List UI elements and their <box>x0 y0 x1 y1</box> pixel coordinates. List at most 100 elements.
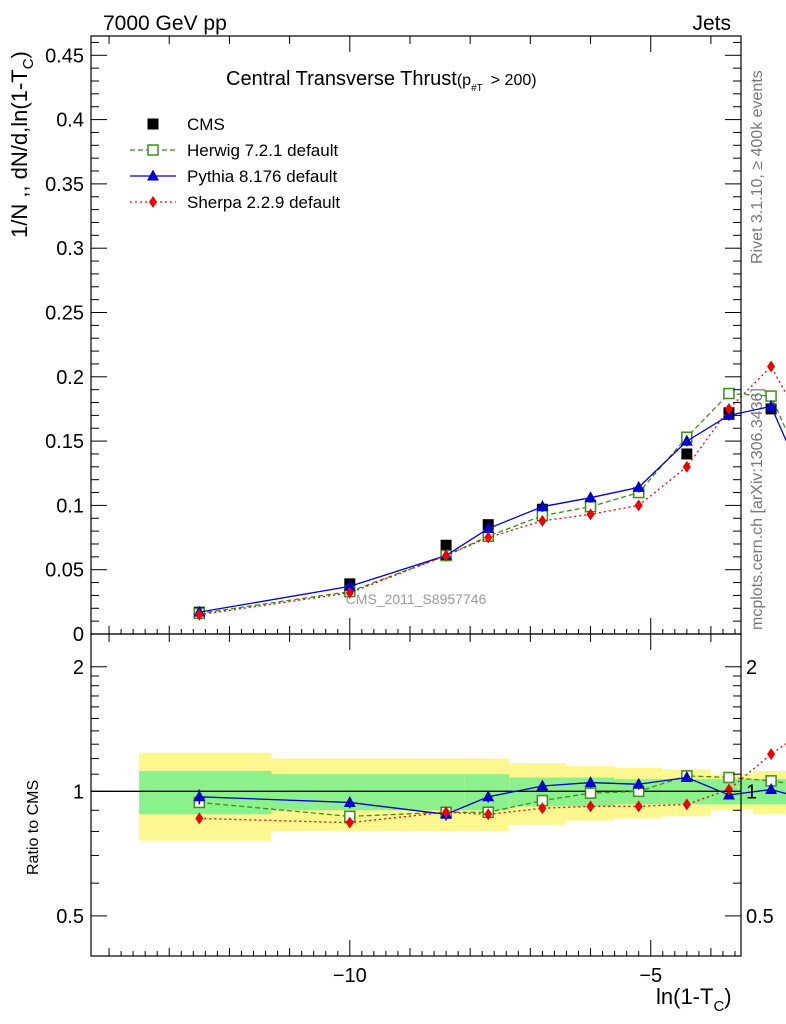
legend-marker <box>147 144 159 156</box>
y-tick-label: 0.2 <box>56 367 84 389</box>
data-point <box>343 579 356 591</box>
ratio-line <box>199 776 786 815</box>
ratio-line <box>199 775 786 818</box>
data-point <box>442 549 451 562</box>
ratio-point <box>632 777 645 789</box>
x-tick-label: −5 <box>639 965 662 987</box>
data-point <box>723 387 735 400</box>
legend-entry-2: Pythia 8.176 default <box>130 167 338 186</box>
data-point <box>536 500 549 512</box>
ratio-tick-label-right: 1 <box>746 781 757 803</box>
ratio-point <box>723 771 735 784</box>
y-tick-label: 0.45 <box>45 45 84 67</box>
y-axis-label: 1/N ,, dN/d,ln(1-TC) <box>7 51 37 238</box>
legend-marker <box>149 196 157 208</box>
ratio-point <box>634 800 643 813</box>
y-tick-label: 0.35 <box>45 174 84 196</box>
header-right: Jets <box>692 12 731 35</box>
y-tick-label: 0.15 <box>45 431 84 453</box>
series-line <box>199 405 786 613</box>
legend-label: Pythia 8.176 default <box>187 167 338 186</box>
legend-label: CMS <box>187 115 225 134</box>
cms-band-inner <box>422 774 465 811</box>
data-point <box>538 514 547 527</box>
y-tick-label: 0.05 <box>45 560 84 582</box>
data-point <box>345 586 354 599</box>
y-tick-label: 0.1 <box>56 495 84 517</box>
ratio-tick-label-right: 2 <box>746 657 757 679</box>
ratio-frame <box>90 633 742 957</box>
legend-marker <box>147 169 159 181</box>
ratio-point <box>484 808 493 821</box>
data-point <box>765 399 778 411</box>
ratio-point <box>584 787 597 799</box>
header-left: 7000 GeV pp <box>103 12 227 35</box>
legend-label: Sherpa 2.2.9 default <box>187 193 340 212</box>
ratio-y-axis-label: Ratio to CMS <box>25 780 42 875</box>
data-point <box>482 522 495 534</box>
series-1 <box>193 387 786 620</box>
ratio-point <box>584 776 597 788</box>
chart-title: Central Transverse Thrust(p#T > 200) <box>226 68 537 94</box>
series-2 <box>193 399 786 617</box>
data-point <box>680 434 693 446</box>
data-point <box>634 499 643 512</box>
data-point <box>765 390 777 402</box>
ratio-tick-label: 2 <box>73 657 84 679</box>
series-line <box>199 392 786 615</box>
ratio-series-3 <box>195 743 786 829</box>
y-tick-label: 0 <box>73 624 84 646</box>
ratio-point <box>345 816 354 829</box>
series-0 <box>193 403 777 618</box>
ratio-point <box>682 798 691 811</box>
ratio-point <box>193 790 206 802</box>
main-plot <box>193 360 786 621</box>
ratio-point <box>680 771 693 783</box>
ratio-point <box>765 783 778 795</box>
mcplots-label: mcplots.cern.ch [arXiv:1306.3436] <box>749 388 766 630</box>
ratio-line <box>199 743 786 824</box>
y-tick-label: 0.4 <box>56 110 84 132</box>
ratio-tick-label: 1 <box>73 781 84 803</box>
legend-entry-3: Sherpa 2.2.9 default <box>130 193 340 212</box>
analysis-watermark: CMS_2011_S8957746 <box>346 591 487 607</box>
ratio-point <box>195 812 204 825</box>
legend-marker <box>147 118 159 130</box>
ratio-plot <box>193 743 786 829</box>
ratio-point <box>442 806 451 819</box>
data-point <box>724 402 733 415</box>
data-point <box>767 360 776 373</box>
ratio-point <box>482 790 495 802</box>
data-point <box>586 508 595 521</box>
data-point <box>195 608 204 621</box>
svg-text:1/N ,, dN/d,ln(1-TC): 1/N ,, dN/d,ln(1-TC) <box>7 51 37 238</box>
y-tick-label: 0.3 <box>56 238 84 260</box>
ratio-point <box>767 748 776 761</box>
legend: CMS Herwig 7.2.1 default Pythia 8.176 defa… <box>130 115 340 212</box>
cms-band-inner <box>464 774 510 811</box>
data-point <box>681 448 693 460</box>
x-tick-label: −10 <box>333 965 367 987</box>
data-point <box>440 539 452 551</box>
ratio-point <box>343 795 356 807</box>
axes: 0 0.05 0.1 0.15 0.2 0.25 0.3 0.35 0.4 0.45 −10 −5 0.… <box>45 35 774 987</box>
legend-label: Herwig 7.2.1 default <box>187 141 338 160</box>
series-line <box>199 365 786 616</box>
ratio-tick-label-right: 0.5 <box>746 906 774 928</box>
x-axis-label: ln(1-TC) <box>656 984 732 1015</box>
ratio-point <box>536 779 549 791</box>
data-point <box>484 531 493 544</box>
legend-entry-0: CMS <box>147 115 225 134</box>
ratio-point <box>724 783 733 796</box>
ratio-uncertainty-bands <box>91 752 786 841</box>
ratio-point <box>538 802 547 815</box>
legend-entry-1: Herwig 7.2.1 default <box>130 141 338 160</box>
ratio-point <box>586 800 595 813</box>
series-3 <box>195 360 786 621</box>
ratio-tick-label: 0.5 <box>56 906 84 928</box>
rivet-label: Rivet 3.1.10, ≥ 400k events <box>749 70 766 264</box>
y-tick-label: 0.25 <box>45 302 84 324</box>
data-point <box>682 460 691 473</box>
data-point <box>632 480 645 492</box>
